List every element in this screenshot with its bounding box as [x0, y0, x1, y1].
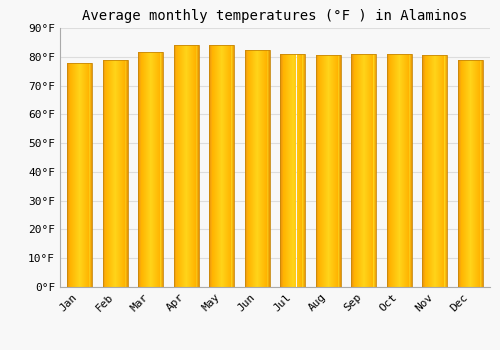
- Bar: [67, 63, 92, 287]
- Bar: [352, 54, 376, 287]
- Bar: [458, 60, 483, 287]
- Bar: [210, 45, 234, 287]
- Bar: [138, 52, 163, 287]
- Bar: [102, 60, 128, 287]
- Bar: [245, 50, 270, 287]
- Title: Average monthly temperatures (°F ) in Alaminos: Average monthly temperatures (°F ) in Al…: [82, 9, 468, 23]
- Bar: [280, 54, 305, 287]
- Bar: [174, 45, 199, 287]
- Bar: [422, 55, 448, 287]
- Bar: [316, 55, 340, 287]
- Bar: [387, 54, 412, 287]
